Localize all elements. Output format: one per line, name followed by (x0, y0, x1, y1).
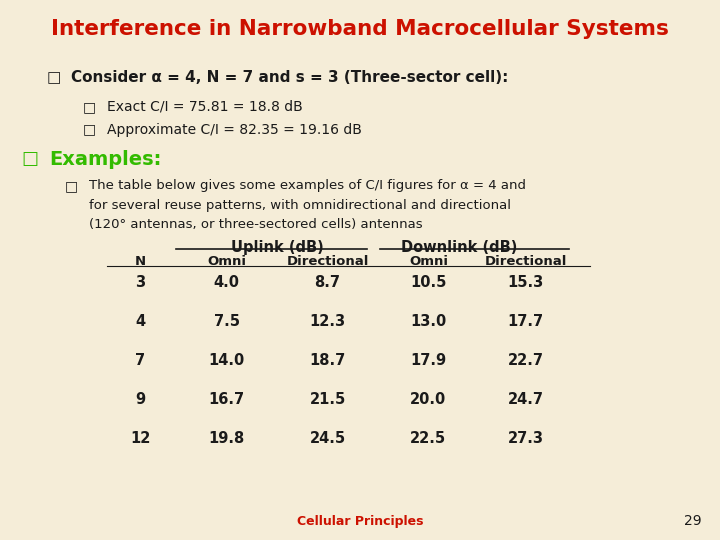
Text: 10.5: 10.5 (410, 275, 446, 291)
Text: 12: 12 (130, 431, 150, 446)
Text: 17.7: 17.7 (508, 314, 544, 329)
Text: 18.7: 18.7 (310, 353, 346, 368)
Text: 29: 29 (685, 514, 702, 528)
Text: 7.5: 7.5 (214, 314, 240, 329)
Text: □: □ (65, 179, 78, 193)
Text: 27.3: 27.3 (508, 431, 544, 446)
Text: 22.7: 22.7 (508, 353, 544, 368)
Text: 13.0: 13.0 (410, 314, 446, 329)
Text: 24.7: 24.7 (508, 392, 544, 407)
Text: Omni: Omni (409, 255, 448, 268)
Text: 22.5: 22.5 (410, 431, 446, 446)
Text: 21.5: 21.5 (310, 392, 346, 407)
Text: Interference in Narrowband Macrocellular Systems: Interference in Narrowband Macrocellular… (51, 19, 669, 39)
Text: Uplink (dB): Uplink (dB) (231, 240, 323, 255)
Text: □: □ (83, 100, 96, 114)
Text: 12.3: 12.3 (310, 314, 346, 329)
Text: 14.0: 14.0 (209, 353, 245, 368)
Text: 20.0: 20.0 (410, 392, 446, 407)
Text: 4: 4 (135, 314, 145, 329)
Text: N: N (135, 255, 146, 268)
Text: Directional: Directional (287, 255, 369, 268)
Text: Omni: Omni (207, 255, 246, 268)
Text: 3: 3 (135, 275, 145, 291)
Text: 8.7: 8.7 (315, 275, 341, 291)
Text: 24.5: 24.5 (310, 431, 346, 446)
Text: Exact C/I = 75.81 = 18.8 dB: Exact C/I = 75.81 = 18.8 dB (107, 100, 302, 114)
Text: 17.9: 17.9 (410, 353, 446, 368)
Text: 16.7: 16.7 (209, 392, 245, 407)
Text: 19.8: 19.8 (209, 431, 245, 446)
Text: 7: 7 (135, 353, 145, 368)
Text: The table below gives some examples of C/I figures for α = 4 and: The table below gives some examples of C… (89, 179, 526, 192)
Text: 15.3: 15.3 (508, 275, 544, 291)
Text: Downlink (dB): Downlink (dB) (401, 240, 518, 255)
Text: 4.0: 4.0 (214, 275, 240, 291)
Text: Cellular Principles: Cellular Principles (297, 515, 423, 528)
Text: (120° antennas, or three-sectored cells) antennas: (120° antennas, or three-sectored cells)… (89, 218, 422, 231)
Text: Examples:: Examples: (49, 150, 161, 169)
Text: □: □ (22, 150, 39, 168)
Text: for several reuse patterns, with omnidirectional and directional: for several reuse patterns, with omnidir… (89, 199, 510, 212)
Text: □: □ (83, 123, 96, 137)
Text: Approximate C/I = 82.35 = 19.16 dB: Approximate C/I = 82.35 = 19.16 dB (107, 123, 361, 137)
Text: □: □ (47, 70, 61, 85)
Text: Consider α = 4, N = 7 and s = 3 (Three-sector cell):: Consider α = 4, N = 7 and s = 3 (Three-s… (71, 70, 508, 85)
Text: 9: 9 (135, 392, 145, 407)
Text: Directional: Directional (485, 255, 567, 268)
